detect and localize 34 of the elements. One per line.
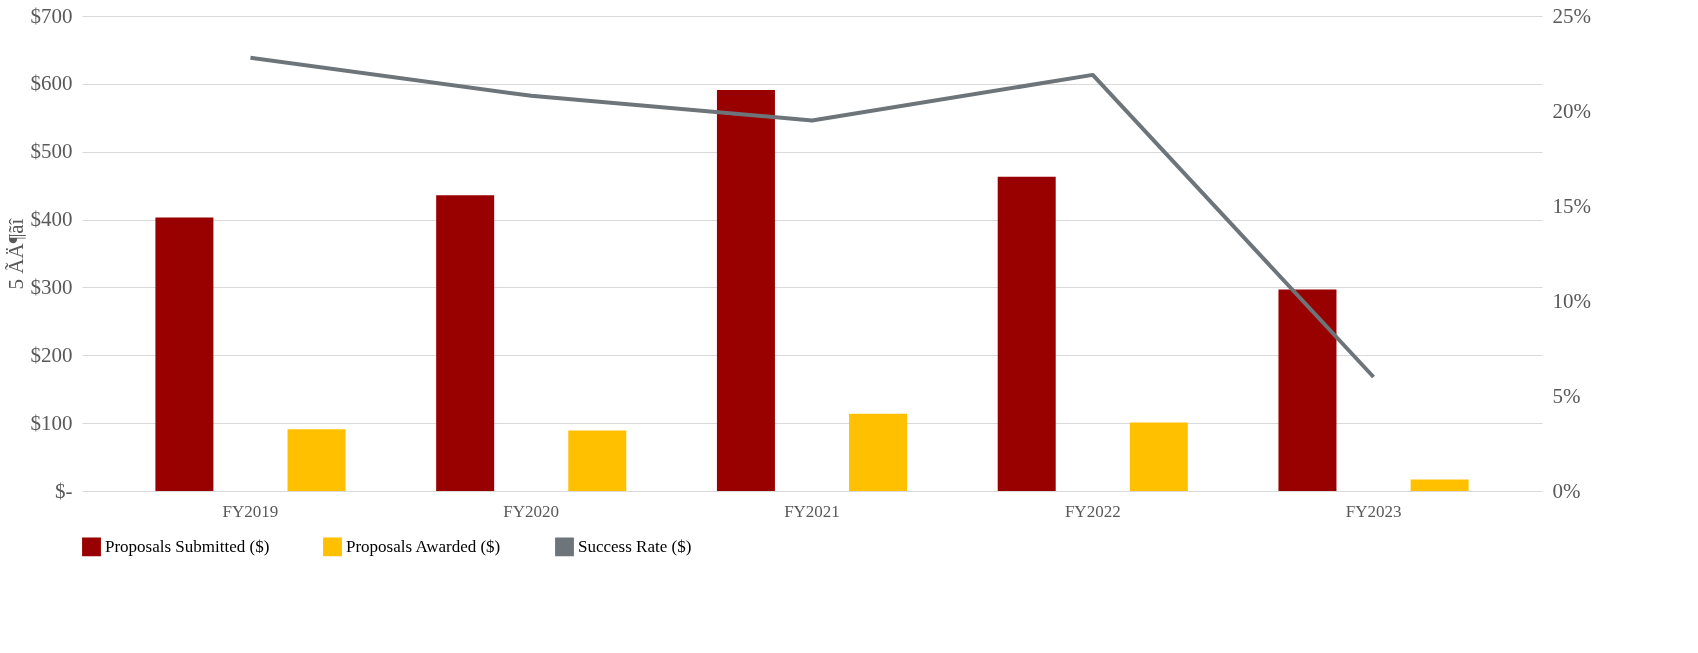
bar <box>1278 289 1337 491</box>
y-tick-label: $300 <box>30 274 73 299</box>
bar <box>1129 422 1188 491</box>
bar <box>997 176 1056 491</box>
y2-tick-label: 10% <box>1552 288 1591 313</box>
y2-tick-label: 25% <box>1552 3 1591 28</box>
y-tick-label: $- <box>55 478 73 503</box>
x-tick-label: FY2022 <box>1064 501 1121 521</box>
y2-tick-label: 5% <box>1552 383 1581 408</box>
y-tick-label: $500 <box>30 139 73 164</box>
y-tick-label: $700 <box>30 3 73 28</box>
x-tick-label: FY2020 <box>503 501 560 521</box>
bar <box>849 413 908 491</box>
y-tick-label: $400 <box>30 207 73 232</box>
bar <box>716 89 775 491</box>
bar <box>155 217 214 491</box>
y-tick-label: $600 <box>30 71 73 96</box>
x-tick-label: FY2023 <box>1345 501 1402 521</box>
y-tick-label: $200 <box>30 342 73 367</box>
y2-tick-label: 20% <box>1552 98 1591 123</box>
y-axis-title: 5 ÃÄ¶ãî <box>3 217 28 290</box>
x-tick-label: FY2021 <box>784 501 840 521</box>
y2-tick-label: 15% <box>1552 193 1591 218</box>
bar <box>287 429 346 491</box>
line-series <box>248 55 1376 379</box>
y-tick-label: $100 <box>30 410 73 435</box>
bar <box>436 195 495 491</box>
bar <box>568 430 627 491</box>
legend-label: Proposals Submitted ($) <box>105 536 270 556</box>
legend-label: Proposals Awarded ($) <box>346 536 501 556</box>
legend-label: Success Rate ($) <box>578 536 692 556</box>
x-tick-label: FY2019 <box>222 501 279 521</box>
bar <box>1410 479 1469 491</box>
y2-tick-label: 0% <box>1552 478 1581 503</box>
